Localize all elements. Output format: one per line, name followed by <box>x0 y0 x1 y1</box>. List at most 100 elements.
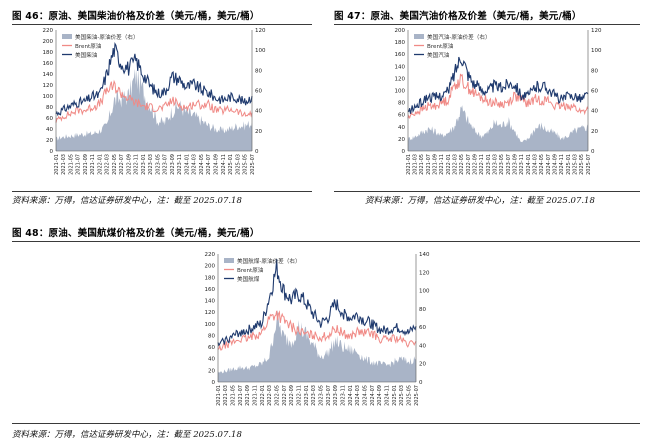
x-tick-label: 2025-05 <box>579 154 585 175</box>
left-tick-label: 0 <box>50 149 54 155</box>
x-tick-label: 2023-03 <box>493 154 499 175</box>
left-tick-label: 200 <box>395 28 406 34</box>
right-tick-label: 80 <box>255 68 262 74</box>
x-tick-label: 2021-03 <box>223 385 229 406</box>
right-tick-label: 60 <box>419 325 426 331</box>
right-tick-label: 20 <box>255 129 262 135</box>
figure-48-title: 图 48：原油、美国航煤价格及价差（美元/桶，美元/桶） <box>12 228 260 239</box>
left-tick-label: 80 <box>398 101 405 107</box>
right-tick-label: 140 <box>419 252 430 258</box>
x-tick-label: 2021-09 <box>433 154 439 175</box>
legend-label-0: 美国航煤-原油价差（右） <box>237 257 301 265</box>
x-tick-label: 2021-01 <box>54 154 60 175</box>
x-tick-label: 2024-05 <box>199 154 205 175</box>
x-tick-label: 2022-07 <box>466 154 472 175</box>
x-tick-label: 2022-09 <box>473 154 479 175</box>
left-tick-label: 200 <box>43 39 54 45</box>
legend-label-2: 美国汽油 <box>427 51 450 59</box>
left-tick-label: 180 <box>395 40 406 46</box>
x-tick-label: 2024-05 <box>363 385 369 406</box>
right-tick-label: 0 <box>591 149 595 155</box>
x-tick-label: 2021-05 <box>231 385 237 406</box>
x-tick-label: 2025-03 <box>235 154 241 175</box>
x-tick-label: 2024-07 <box>546 154 552 175</box>
x-tick-label: 2025-03 <box>573 154 579 175</box>
series-line-jetfuel-2 <box>217 259 417 347</box>
gasoline-chart: 0 20 40 60 80 100 120 140 160 180 200 0 20 40 60 80 100 1… <box>388 26 610 191</box>
x-tick-label: 2024-11 <box>559 154 565 175</box>
left-tick-label: 120 <box>43 83 54 89</box>
x-tick-label: 2023-09 <box>513 154 519 175</box>
x-tick-label: 2021-03 <box>61 154 67 175</box>
x-tick-label: 2023-11 <box>341 385 347 406</box>
figure-46-source: 资料来源：万得，信达证券研发中心，注：截至 2025.07.18 <box>12 196 242 206</box>
left-tick-label: 180 <box>43 50 54 56</box>
x-tick-label: 2023-01 <box>141 154 147 175</box>
x-tick-label: 2024-03 <box>533 154 539 175</box>
x-tick-label: 2024-07 <box>370 385 376 406</box>
left-tick-label: 40 <box>46 127 53 133</box>
series-line-diesel-1 <box>55 79 253 123</box>
left-tick-label: 60 <box>398 113 405 119</box>
x-tick-label: 2021-01 <box>216 385 222 406</box>
x-tick-label: 2025-07 <box>586 154 592 175</box>
left-tick-label: 140 <box>43 72 54 78</box>
x-tick-label: 2022-07 <box>282 385 288 406</box>
right-tick-label: 20 <box>419 362 426 368</box>
x-tick-label: 2022-01 <box>260 385 266 406</box>
x-tick-label: 2023-07 <box>506 154 512 175</box>
x-tick-label: 2022-01 <box>97 154 103 175</box>
right-tick-label: 0 <box>419 380 423 386</box>
left-tick-label: 160 <box>43 61 54 67</box>
left-tick-label: 220 <box>43 28 54 34</box>
x-tick-label: 2024-11 <box>385 385 391 406</box>
x-tick-label: 2021-05 <box>419 154 425 175</box>
x-tick-label: 2023-05 <box>155 154 161 175</box>
figure-48-source-rule <box>12 423 640 424</box>
series-line-diesel-2 <box>55 42 253 117</box>
x-tick-label: 2022-05 <box>275 385 281 406</box>
x-tick-label: 2021-11 <box>90 154 96 175</box>
legend-swatch-spread <box>414 34 424 39</box>
legend-label-1: Brent原油 <box>237 266 264 274</box>
left-tick-label: 100 <box>43 94 54 100</box>
x-tick-label: 2023-01 <box>486 154 492 175</box>
series-line-jetfuel-1 <box>217 310 417 351</box>
right-tick-label: 100 <box>255 48 266 54</box>
left-tick-label: 0 <box>212 380 216 386</box>
x-tick-label: 2025-01 <box>228 154 234 175</box>
x-tick-label: 2022-03 <box>105 154 111 175</box>
left-tick-label: 80 <box>46 105 53 111</box>
x-tick-label: 2024-01 <box>348 385 354 406</box>
right-tick-label: 80 <box>591 68 598 74</box>
series-area-diesel <box>56 68 252 151</box>
x-tick-label: 2022-11 <box>297 385 303 406</box>
x-tick-label: 2021-07 <box>426 154 432 175</box>
left-tick-label: 80 <box>208 333 215 339</box>
figure-47-source: 资料来源：万得，信达证券研发中心，注：截至 2025.07.18 <box>365 196 595 206</box>
x-tick-label: 2022-09 <box>126 154 132 175</box>
x-tick-label: 2021-09 <box>245 385 251 406</box>
left-tick-label: 120 <box>205 310 216 316</box>
x-tick-label: 2023-07 <box>326 385 332 406</box>
x-tick-label: 2023-11 <box>177 154 183 175</box>
left-tick-label: 140 <box>205 299 216 305</box>
x-tick-label: 2022-03 <box>267 385 273 406</box>
right-tick-label: 20 <box>591 129 598 135</box>
x-tick-label: 2021-03 <box>413 154 419 175</box>
legend-swatch-spread <box>62 34 72 39</box>
left-tick-label: 200 <box>205 264 216 270</box>
left-tick-label: 160 <box>205 287 216 293</box>
figure-47-source-rule <box>334 191 640 192</box>
x-tick-label: 2023-05 <box>319 385 325 406</box>
right-tick-label: 120 <box>419 270 430 276</box>
left-tick-label: 60 <box>208 345 215 351</box>
x-tick-label: 2024-07 <box>206 154 212 175</box>
x-tick-label: 2022-05 <box>459 154 465 175</box>
x-tick-label: 2022-05 <box>112 154 118 175</box>
left-tick-label: 40 <box>398 125 405 131</box>
figure-48-source: 资料来源：万得，信达证券研发中心，注：截至 2025.07.18 <box>12 430 242 440</box>
x-tick-label: 2024-09 <box>377 385 383 406</box>
x-tick-label: 2023-03 <box>311 385 317 406</box>
left-tick-label: 100 <box>395 89 406 95</box>
